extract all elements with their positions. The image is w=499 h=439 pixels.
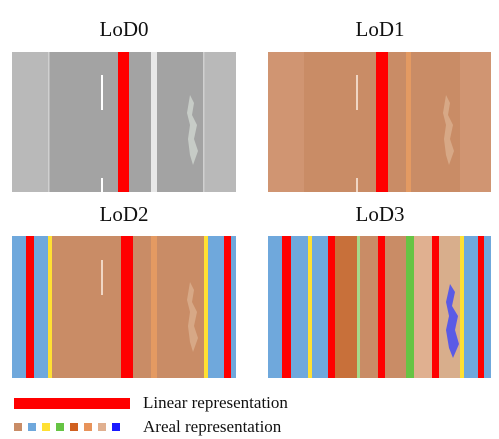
linear-swatch xyxy=(14,398,130,409)
panel-title: LoD1 xyxy=(356,17,405,41)
lod2-panel xyxy=(12,236,236,378)
panel-title: LoD2 xyxy=(100,202,149,226)
panel-title: LoD0 xyxy=(100,17,149,41)
lod3-panel xyxy=(268,236,491,378)
areal-swatches xyxy=(14,423,120,431)
legend-label: Linear representation xyxy=(143,393,288,412)
legend-label: Areal representation xyxy=(143,417,282,436)
panel-title: LoD3 xyxy=(356,202,405,226)
lod1-panel xyxy=(268,52,491,192)
lod0-panel xyxy=(12,52,236,192)
